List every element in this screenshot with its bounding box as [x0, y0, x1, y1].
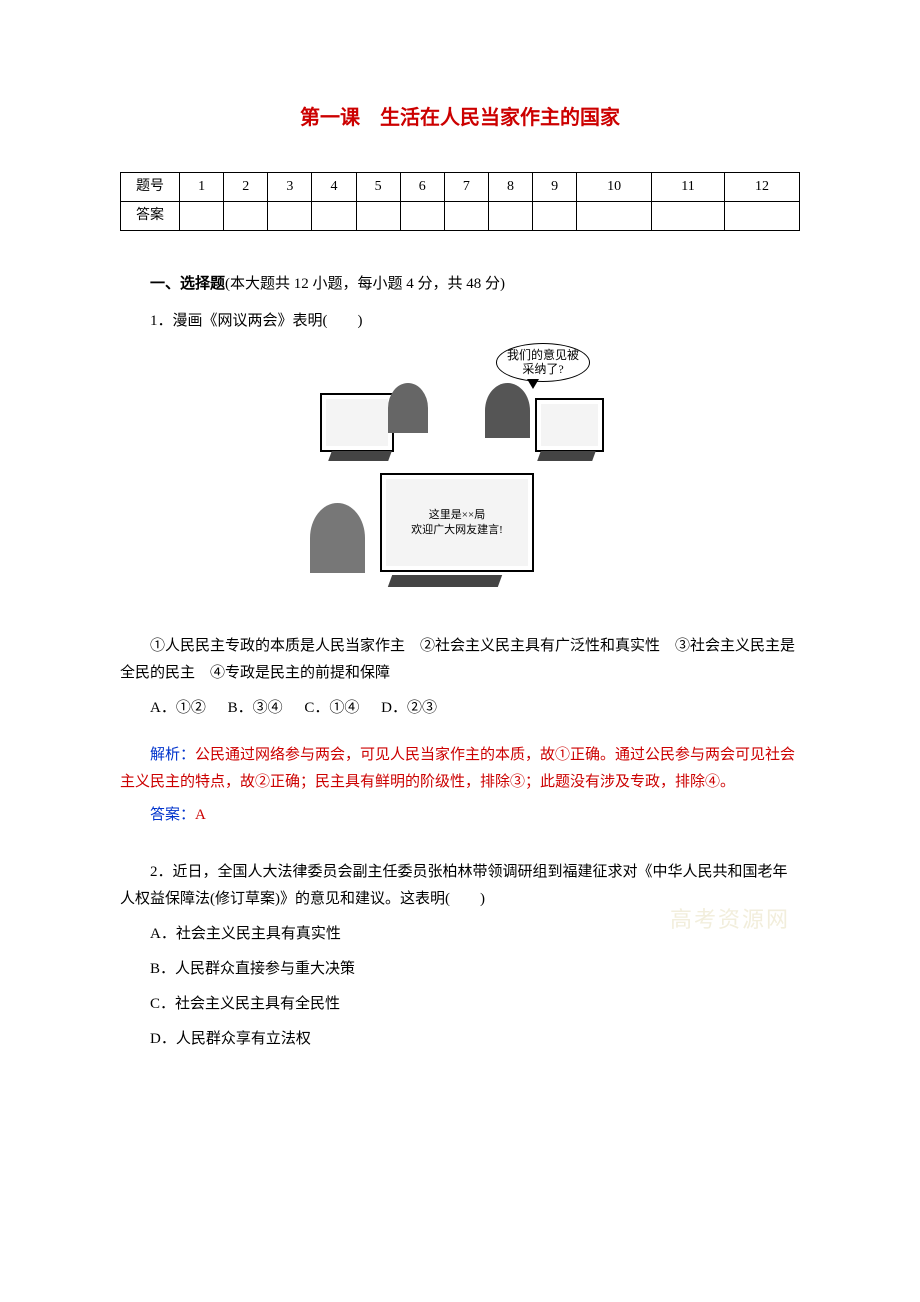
grid-col: 10 — [577, 173, 652, 202]
keyboard-icon — [388, 575, 502, 587]
q1-analysis: 解析：公民通过网络参与两会，可见人民当家作主的本质，故①正确。通过公民参与两会可… — [120, 742, 800, 796]
grid-col: 11 — [652, 173, 725, 202]
analysis-text: 公民通过网络参与两会，可见人民当家作主的本质，故①正确。通过公民参与两会可见社会… — [120, 747, 795, 790]
q2-stem: 2．近日，全国人大法律委员会副主任委员张柏林带领调研组到福建征求对《中华人民共和… — [120, 859, 800, 913]
document-page: 第一课 生活在人民当家作主的国家 题号 1 2 3 4 5 6 7 8 9 10… — [0, 0, 920, 1302]
grid-answer-label: 答案 — [121, 202, 180, 231]
answer-value: A — [195, 807, 206, 823]
monitor-icon — [320, 393, 394, 452]
grid-col: 5 — [356, 173, 400, 202]
screen-text: 这里是××局欢迎广大网友建言! — [386, 479, 528, 566]
cartoon-image: 我们的意见被采纳了? 这里是××局欢迎广大网友建言! — [310, 343, 610, 603]
person-icon — [310, 503, 365, 573]
q2-option-a: A．社会主义民主具有真实性 — [120, 921, 800, 948]
q1-statements: ①人民民主专政的本质是人民当家作主 ②社会主义民主具有广泛性和真实性 ③社会主义… — [120, 633, 800, 687]
bubble-text: 我们的意见被采纳了? — [507, 348, 579, 376]
table-row: 答案 — [121, 202, 800, 231]
grid-col: 7 — [444, 173, 488, 202]
person-icon — [485, 383, 530, 438]
q1-option-d: D．②③ — [381, 700, 437, 716]
grid-cell — [268, 202, 312, 231]
grid-cell — [444, 202, 488, 231]
grid-cell — [180, 202, 224, 231]
grid-cell — [224, 202, 268, 231]
grid-cell — [577, 202, 652, 231]
section-heading-bold: 一、选择题 — [150, 276, 225, 292]
answer-label: 答案： — [150, 807, 195, 823]
grid-col: 12 — [724, 173, 799, 202]
grid-col: 6 — [400, 173, 444, 202]
grid-col: 3 — [268, 173, 312, 202]
keyboard-icon — [328, 451, 392, 461]
grid-row-label: 题号 — [121, 173, 180, 202]
q1-options: A．①② B．③④ C．①④ D．②③ — [120, 695, 800, 722]
q2-option-c: C．社会主义民主具有全民性 — [120, 991, 800, 1018]
section-heading-rest: (本大题共 12 小题，每小题 4 分，共 48 分) — [225, 276, 505, 292]
grid-col: 4 — [312, 173, 356, 202]
person-icon — [388, 383, 428, 433]
keyboard-icon — [537, 451, 596, 461]
grid-col: 2 — [224, 173, 268, 202]
page-title: 第一课 生活在人民当家作主的国家 — [120, 100, 800, 136]
table-row: 题号 1 2 3 4 5 6 7 8 9 10 11 12 — [121, 173, 800, 202]
grid-cell — [488, 202, 532, 231]
grid-cell — [400, 202, 444, 231]
grid-col: 8 — [488, 173, 532, 202]
section-heading: 一、选择题(本大题共 12 小题，每小题 4 分，共 48 分) — [120, 271, 800, 298]
grid-col: 1 — [180, 173, 224, 202]
q1-option-c: C．①④ — [304, 700, 359, 716]
q1-option-b: B．③④ — [228, 700, 283, 716]
monitor-icon — [535, 398, 604, 452]
q1-stem: 1．漫画《网议两会》表明( ) — [120, 308, 800, 335]
grid-cell — [724, 202, 799, 231]
q1-option-a: A．①② — [150, 700, 206, 716]
speech-bubble: 我们的意见被采纳了? — [496, 343, 590, 382]
q1-answer: 答案：A — [120, 802, 800, 829]
grid-cell — [652, 202, 725, 231]
q2-option-d: D．人民群众享有立法权 — [120, 1026, 800, 1053]
grid-cell — [533, 202, 577, 231]
analysis-label: 解析： — [150, 747, 195, 763]
grid-cell — [356, 202, 400, 231]
grid-col: 9 — [533, 173, 577, 202]
q2-option-b: B．人民群众直接参与重大决策 — [120, 956, 800, 983]
answer-grid: 题号 1 2 3 4 5 6 7 8 9 10 11 12 答案 — [120, 172, 800, 231]
grid-cell — [312, 202, 356, 231]
monitor-main-icon: 这里是××局欢迎广大网友建言! — [380, 473, 534, 572]
